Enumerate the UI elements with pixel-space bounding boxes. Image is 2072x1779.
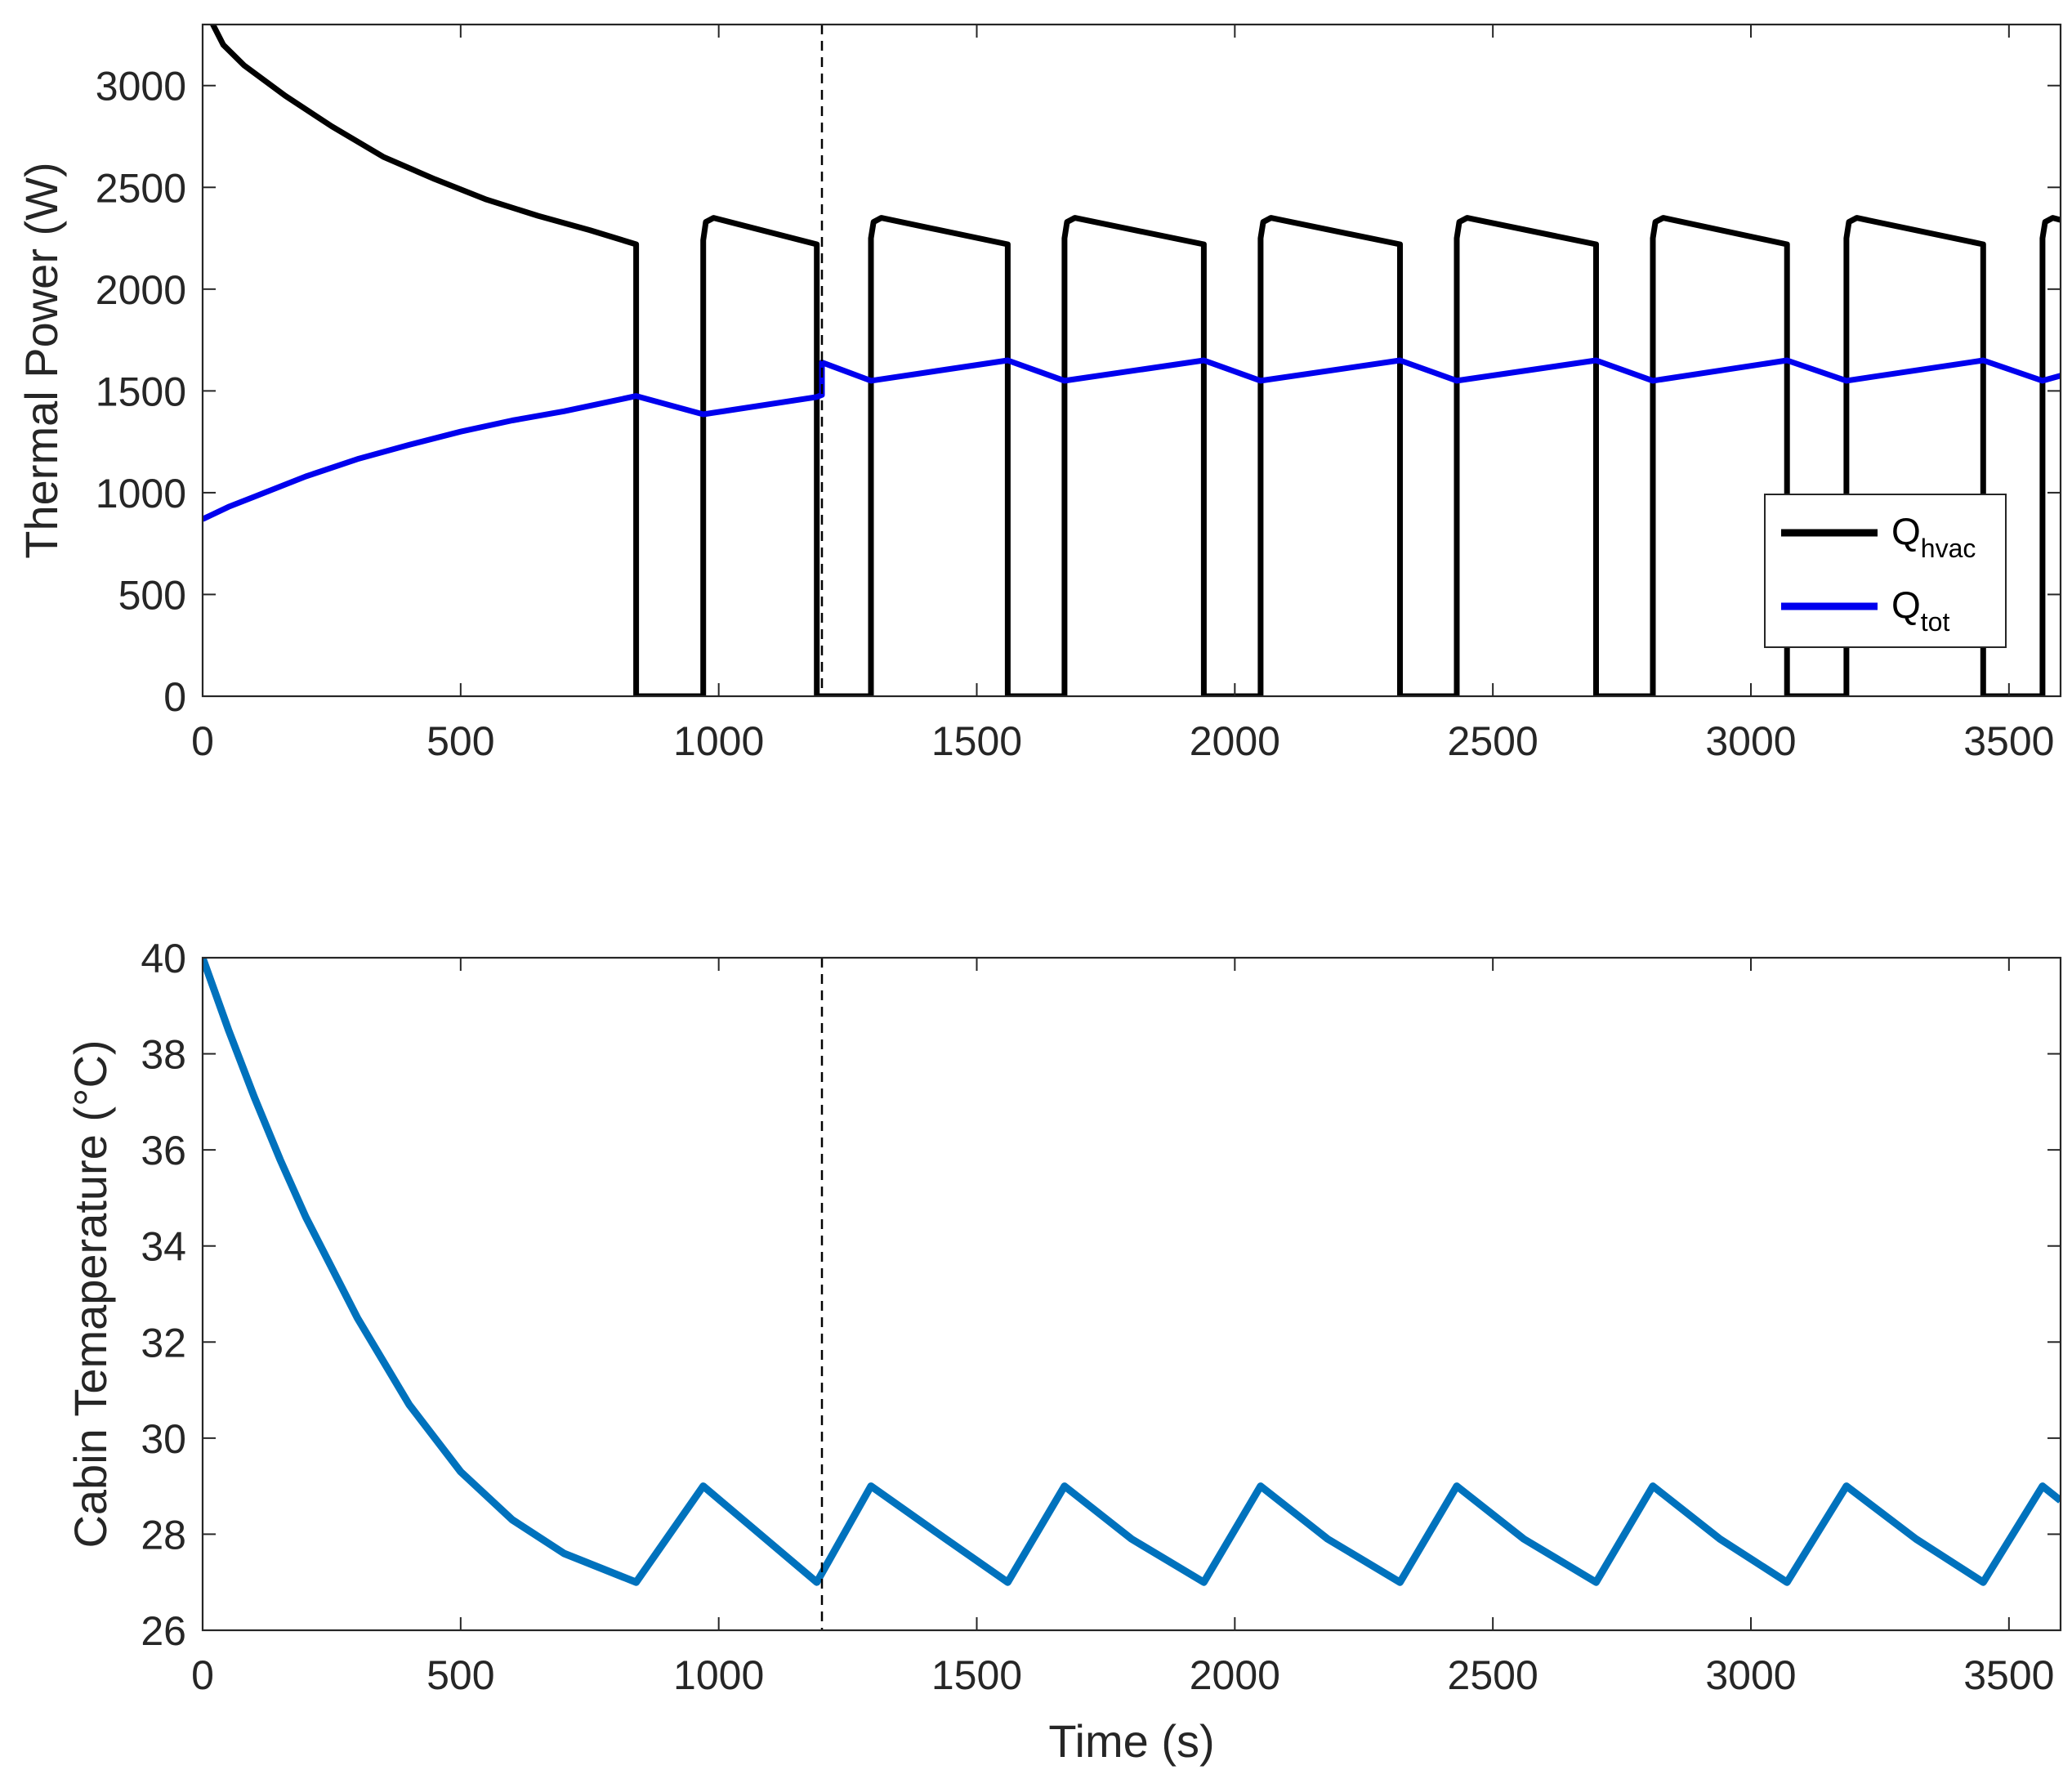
thermal-power-y-tick-label: 2000 <box>96 267 186 313</box>
cabin-temperature-y-tick-label: 34 <box>141 1224 186 1270</box>
thermal-power-y-ticks: 0 500 1000 1500 2000 2500 3000 <box>96 64 2061 720</box>
cabin-temperature-y-tick-label: 38 <box>141 1032 186 1078</box>
cabin-temperature-x-ticks: 0 500 1000 1500 2000 2500 3000 3500 <box>191 958 2054 1698</box>
thermal-power-x-tick-label: 3500 <box>1963 718 2054 764</box>
thermal-power-x-tick-label: 2000 <box>1190 718 1280 764</box>
thermal-power-y-tick-label: 0 <box>163 674 186 720</box>
thermal-power-legend: Qhvac Qtot <box>1764 494 2007 648</box>
thermal-power-y-tick-label: 1000 <box>96 471 186 516</box>
cabin-temperature-x-tick-label: 500 <box>426 1652 494 1698</box>
legend-label-q-tot: Qtot <box>1891 583 1949 637</box>
thermal-power-y-tick-label: 2500 <box>96 165 186 211</box>
thermal-power-y-axis-label: Thermal Power (W) <box>16 162 67 558</box>
cabin-temperature-x-tick-label: 0 <box>191 1652 214 1698</box>
cabin-temperature-x-tick-label: 2500 <box>1448 1652 1538 1698</box>
cabin-temperature-y-ticks: 26 28 30 32 34 36 38 40 <box>141 936 2061 1654</box>
cabin-temperature-y-axis-label: Cabin Temaperature (°C) <box>65 1039 116 1548</box>
thermal-power-x-tick-label: 2500 <box>1448 718 1538 764</box>
cabin-temperature-series-group <box>203 958 2061 1586</box>
cabin-temperature-x-tick-label: 3000 <box>1705 1652 1796 1698</box>
thermal-power-x-ticks: 0 500 1000 1500 2000 2500 3000 3500 <box>191 25 2054 764</box>
thermal-power-x-tick-label: 3000 <box>1705 718 1796 764</box>
cabin-temperature-line <box>203 958 2061 1586</box>
cabin-temperature-x-tick-label: 3500 <box>1963 1652 2054 1698</box>
thermal-power-axes-box <box>201 23 2062 698</box>
legend-box <box>1764 494 2007 648</box>
thermal-power-x-tick-label: 0 <box>191 718 214 764</box>
cabin-temperature-x-tick-label: 1500 <box>931 1652 1022 1698</box>
cabin-temperature-y-tick-label: 40 <box>141 936 186 981</box>
cabin-temperature-y-tick-label: 26 <box>141 1608 186 1654</box>
thermal-power-x-tick-label: 1000 <box>673 718 764 764</box>
cabin-temperature-panel: 0 500 1000 1500 2000 2500 3000 3500 26 28 30 32 34 3… <box>65 936 2062 1767</box>
cabin-temperature-y-tick-label: 32 <box>141 1320 186 1366</box>
thermal-power-y-tick-label: 1500 <box>96 369 186 414</box>
legend-label-q-hvac: Qhvac <box>1891 510 1976 563</box>
cabin-temperature-y-tick-label: 28 <box>141 1512 186 1558</box>
cabin-temperature-axes-box <box>201 956 2062 1632</box>
cabin-temperature-x-tick-label: 1000 <box>673 1652 764 1698</box>
time-x-axis-label: Time (s) <box>1048 1715 1214 1767</box>
q-tot-line <box>203 357 2061 522</box>
cabin-temperature-y-tick-label: 36 <box>141 1128 186 1173</box>
thermal-power-panel: 0 500 1000 1500 2000 2500 3000 3500 0 500 1000 150… <box>16 23 2062 764</box>
thermal-power-y-tick-label: 500 <box>118 572 186 618</box>
cabin-temperature-x-tick-label: 2000 <box>1190 1652 1280 1698</box>
thermal-power-y-tick-label: 3000 <box>96 64 186 110</box>
cabin-temperature-y-tick-label: 30 <box>141 1416 186 1462</box>
thermal-power-x-tick-label: 500 <box>426 718 494 764</box>
thermal-power-x-tick-label: 1500 <box>931 718 1022 764</box>
